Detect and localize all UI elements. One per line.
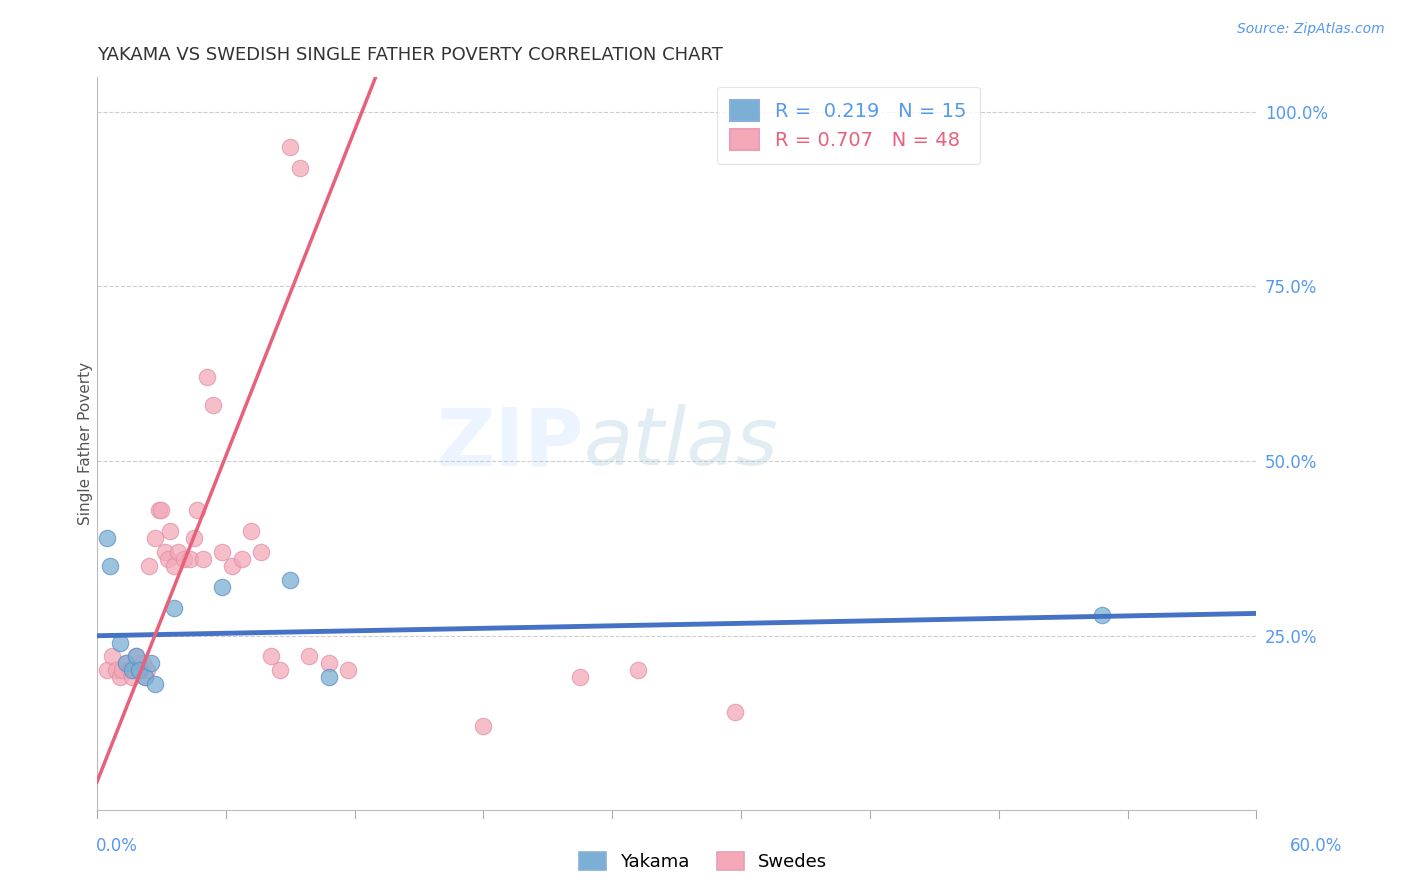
Point — [318, 657, 340, 671]
Legend: Yakama, Swedes: Yakama, Swedes — [571, 845, 835, 879]
Text: ZIP: ZIP — [437, 404, 583, 483]
Point — [105, 664, 128, 678]
Point — [143, 677, 166, 691]
Point — [250, 545, 273, 559]
Point — [148, 503, 170, 517]
Point — [278, 573, 301, 587]
Point — [134, 670, 156, 684]
Point — [195, 370, 218, 384]
Point — [186, 503, 208, 517]
Text: 60.0%: 60.0% — [1291, 837, 1343, 855]
Point — [298, 649, 321, 664]
Point — [723, 706, 745, 720]
Point — [118, 664, 141, 678]
Point — [159, 524, 181, 538]
Point — [124, 649, 146, 664]
Point — [131, 664, 153, 678]
Point — [124, 649, 146, 664]
Legend: R =  0.219   N = 15, R = 0.707   N = 48: R = 0.219 N = 15, R = 0.707 N = 48 — [717, 87, 980, 164]
Point — [96, 664, 118, 678]
Point — [1091, 607, 1114, 622]
Point — [132, 657, 155, 671]
Text: 0.0%: 0.0% — [96, 837, 138, 855]
Point — [163, 600, 186, 615]
Point — [139, 657, 162, 671]
Point — [115, 657, 138, 671]
Point — [108, 670, 131, 684]
Point — [183, 531, 205, 545]
Point — [121, 664, 143, 678]
Point — [115, 657, 138, 671]
Text: atlas: atlas — [583, 404, 779, 483]
Point — [157, 551, 180, 566]
Text: Source: ZipAtlas.com: Source: ZipAtlas.com — [1237, 22, 1385, 37]
Point — [269, 664, 291, 678]
Point — [231, 551, 253, 566]
Point — [138, 558, 160, 573]
Point — [337, 664, 360, 678]
Point — [260, 649, 283, 664]
Point — [240, 524, 263, 538]
Point — [472, 719, 495, 733]
Point — [627, 664, 650, 678]
Point — [211, 580, 233, 594]
Point — [278, 139, 301, 153]
Point — [288, 161, 311, 175]
Point — [569, 670, 592, 684]
Point — [108, 635, 131, 649]
Point — [143, 531, 166, 545]
Point — [121, 670, 143, 684]
Point — [149, 503, 172, 517]
Point — [193, 551, 215, 566]
Point — [201, 398, 224, 412]
Point — [128, 664, 150, 678]
Point — [127, 664, 149, 678]
Point — [211, 545, 233, 559]
Point — [136, 664, 159, 678]
Point — [134, 670, 156, 684]
Point — [153, 545, 176, 559]
Point — [179, 551, 201, 566]
Point — [221, 558, 243, 573]
Point — [111, 664, 134, 678]
Point — [122, 664, 145, 678]
Point — [128, 664, 150, 678]
Text: YAKAMA VS SWEDISH SINGLE FATHER POVERTY CORRELATION CHART: YAKAMA VS SWEDISH SINGLE FATHER POVERTY … — [97, 46, 723, 64]
Point — [173, 551, 195, 566]
Point — [96, 531, 118, 545]
Y-axis label: Single Father Poverty: Single Father Poverty — [79, 362, 93, 525]
Point — [318, 670, 340, 684]
Point — [167, 545, 190, 559]
Point — [100, 558, 122, 573]
Point — [163, 558, 186, 573]
Point — [101, 649, 124, 664]
